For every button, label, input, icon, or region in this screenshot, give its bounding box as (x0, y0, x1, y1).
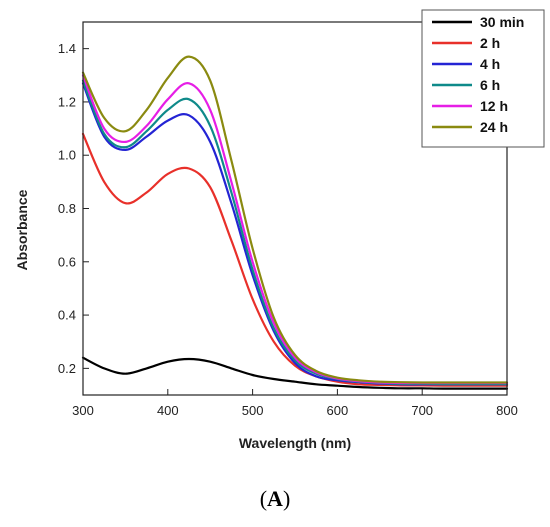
series-line-2-h (81, 132, 509, 387)
y-tick-label: 0.6 (58, 254, 76, 269)
legend: 30 min 2 h 4 h 6 h 12 h 24 h (421, 9, 545, 148)
y-tick-label: 0.2 (58, 361, 76, 376)
x-tick-label: 300 (72, 403, 94, 418)
plot-frame (82, 21, 508, 396)
x-axis-title: Wavelength (nm) (239, 435, 351, 451)
y-tick-label: 1.2 (58, 94, 76, 109)
x-tick-label: 400 (157, 403, 179, 418)
x-tick-label: 600 (327, 403, 349, 418)
absorbance-line-chart: 0.2 0.4 0.6 0.8 1.0 1.2 1.4 300 400 500 600 700 800… (14, 9, 545, 451)
y-axis-title: Absorbance (14, 189, 30, 270)
panel-label-open: ( (259, 486, 268, 511)
y-tick-label: 1.0 (58, 148, 76, 163)
legend-label: 30 min (480, 14, 524, 30)
series-line-30-min (81, 356, 509, 390)
x-tick-label: 800 (496, 403, 518, 418)
y-tick-label: 0.4 (58, 308, 76, 323)
series-line-24-h (81, 55, 509, 384)
legend-label: 4 h (480, 56, 500, 72)
legend-label: 6 h (480, 77, 500, 93)
x-tick-label: 700 (411, 403, 433, 418)
legend-label: 24 h (480, 119, 508, 135)
y-tick-label: 0.8 (58, 201, 76, 216)
y-tick-label: 1.4 (58, 41, 76, 56)
legend-label: 2 h (480, 35, 500, 51)
panel-label: (A) (0, 486, 550, 512)
panel-label-letter: A (267, 486, 283, 511)
legend-box (421, 9, 545, 148)
x-tick-label: 500 (242, 403, 264, 418)
panel-label-close: ) (282, 486, 291, 511)
legend-label: 12 h (480, 98, 508, 114)
